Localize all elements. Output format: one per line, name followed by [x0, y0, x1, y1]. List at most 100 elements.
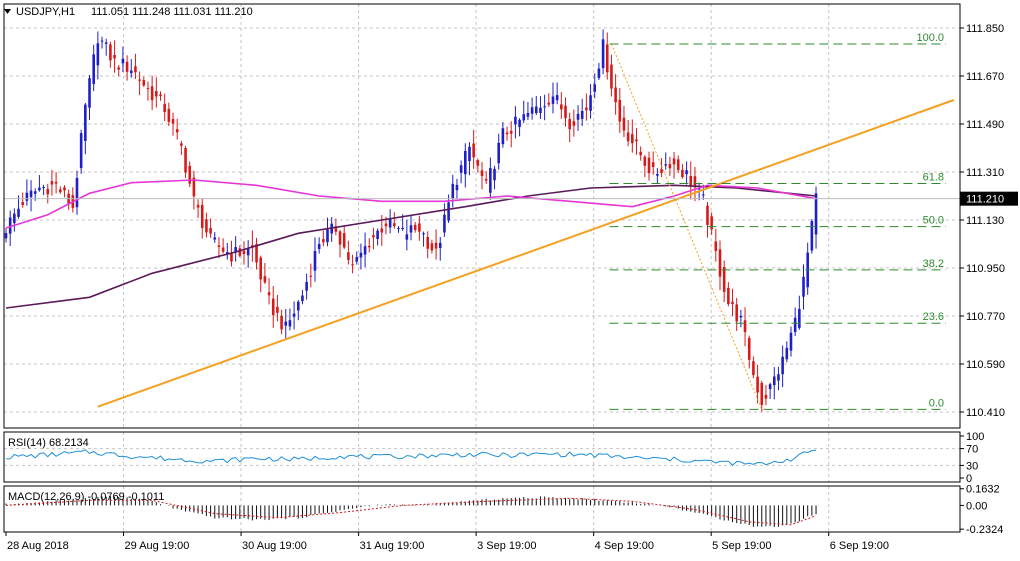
candle-body — [468, 146, 471, 162]
candle-body — [555, 95, 559, 101]
candle-body — [75, 177, 79, 208]
macd-y-tick-label: -0.2324 — [966, 524, 1003, 536]
candle-body — [422, 233, 425, 235]
x-tick-label: 3 Sep 19:00 — [477, 540, 536, 552]
candle-body — [276, 306, 279, 313]
candle-body — [259, 257, 262, 280]
macd-signal-line — [5, 497, 817, 526]
candle-body — [497, 142, 500, 164]
rsi-title: RSI(14) 68.2134 — [8, 437, 89, 449]
candle-body — [334, 226, 338, 232]
candle-body — [756, 376, 759, 393]
candle-body — [647, 157, 651, 174]
candle-body — [651, 162, 655, 168]
candle-body — [447, 202, 450, 221]
candle-body — [580, 111, 584, 119]
x-tick-label: 29 Aug 19:00 — [125, 540, 190, 552]
candle-body — [576, 113, 580, 120]
y-tick-label: 110.410 — [966, 407, 1005, 419]
candle-body — [643, 156, 647, 166]
candle-body — [480, 170, 484, 177]
candle-body — [752, 361, 755, 376]
fib-level-label: 0.0 — [929, 397, 944, 409]
candle-body — [150, 86, 154, 101]
candle-body — [96, 43, 100, 66]
candle-body — [280, 315, 283, 330]
candle-body — [764, 394, 768, 399]
fib-level-label: 100.0 — [916, 32, 944, 44]
candle-body — [672, 158, 676, 165]
candle-body — [284, 321, 288, 326]
candle-body — [489, 168, 492, 193]
candle-body — [138, 79, 141, 81]
x-tick-label: 4 Sep 19:00 — [595, 540, 654, 552]
candle-body — [413, 224, 417, 230]
candle-body — [263, 276, 267, 283]
main-panel: 100.0 61.8 50.0 38.2 23.6 0.0 — [4, 29, 960, 412]
candle-body — [234, 247, 237, 253]
trendline — [97, 99, 955, 408]
candle-body — [593, 84, 597, 92]
candle-body — [121, 58, 125, 64]
candle-body — [676, 159, 680, 171]
macd-panel-frame — [3, 485, 961, 533]
candle-body — [8, 217, 12, 234]
candle-body — [84, 104, 87, 141]
candle-body — [38, 187, 41, 191]
symbol-label: USDJPY,H1 — [16, 6, 75, 18]
candle-body — [631, 134, 634, 144]
x-tick-label: 5 Sep 19:00 — [712, 540, 771, 552]
dropdown-arrow-icon[interactable] — [4, 9, 11, 14]
candle-body — [63, 187, 66, 191]
candle-body — [618, 99, 622, 122]
candle-body — [230, 253, 233, 262]
candle-body — [760, 382, 764, 405]
candle-body — [802, 276, 805, 297]
candle-body — [134, 66, 137, 73]
y-tick-label: 111.850 — [966, 23, 1004, 35]
axes: 111.850 111.670 111.490 111.310 111.130 110.9… — [3, 3, 1018, 552]
candle-body — [455, 184, 459, 191]
candle-body — [735, 304, 738, 322]
candle-body — [100, 40, 104, 42]
candle-body — [418, 223, 421, 232]
candle-body — [17, 208, 20, 217]
candle-body — [668, 163, 672, 169]
candle-body — [814, 193, 818, 235]
candle-body — [635, 139, 638, 142]
macd-y-tick-label: 0.00 — [966, 500, 987, 512]
candle-body — [509, 130, 513, 134]
candle-body — [372, 235, 375, 238]
main-panel-frame — [3, 3, 961, 429]
candle-body — [518, 119, 521, 127]
candle-body — [384, 223, 388, 227]
candle-body — [180, 143, 183, 146]
candle-body — [50, 181, 54, 185]
candle-body — [409, 225, 413, 233]
y-tick-label: 110.770 — [966, 311, 1005, 323]
candle-body — [171, 118, 175, 124]
candle-body — [175, 129, 179, 133]
candle-body — [355, 257, 359, 262]
candle-body — [42, 186, 45, 188]
candle-body — [109, 44, 112, 61]
candle-body — [388, 218, 392, 228]
candle-body — [200, 204, 204, 228]
candle-body — [443, 214, 446, 233]
candle-body — [539, 107, 542, 114]
candle-body — [564, 105, 567, 119]
candle-body — [793, 317, 797, 333]
candle-body — [129, 70, 133, 74]
candle-body — [267, 292, 271, 296]
candle-body — [551, 96, 555, 104]
candle-body — [781, 356, 784, 375]
ohlc-readout: 111.051 111.248 111.031 111.210 — [91, 6, 253, 18]
candle-body — [92, 54, 95, 85]
candle-body — [342, 233, 346, 248]
current-price-label: 111.210 — [966, 194, 1004, 206]
candle-body — [326, 229, 329, 243]
candle-body — [697, 188, 701, 190]
candle-body — [743, 320, 747, 333]
candle-body — [789, 332, 793, 351]
candle-body — [727, 287, 730, 304]
